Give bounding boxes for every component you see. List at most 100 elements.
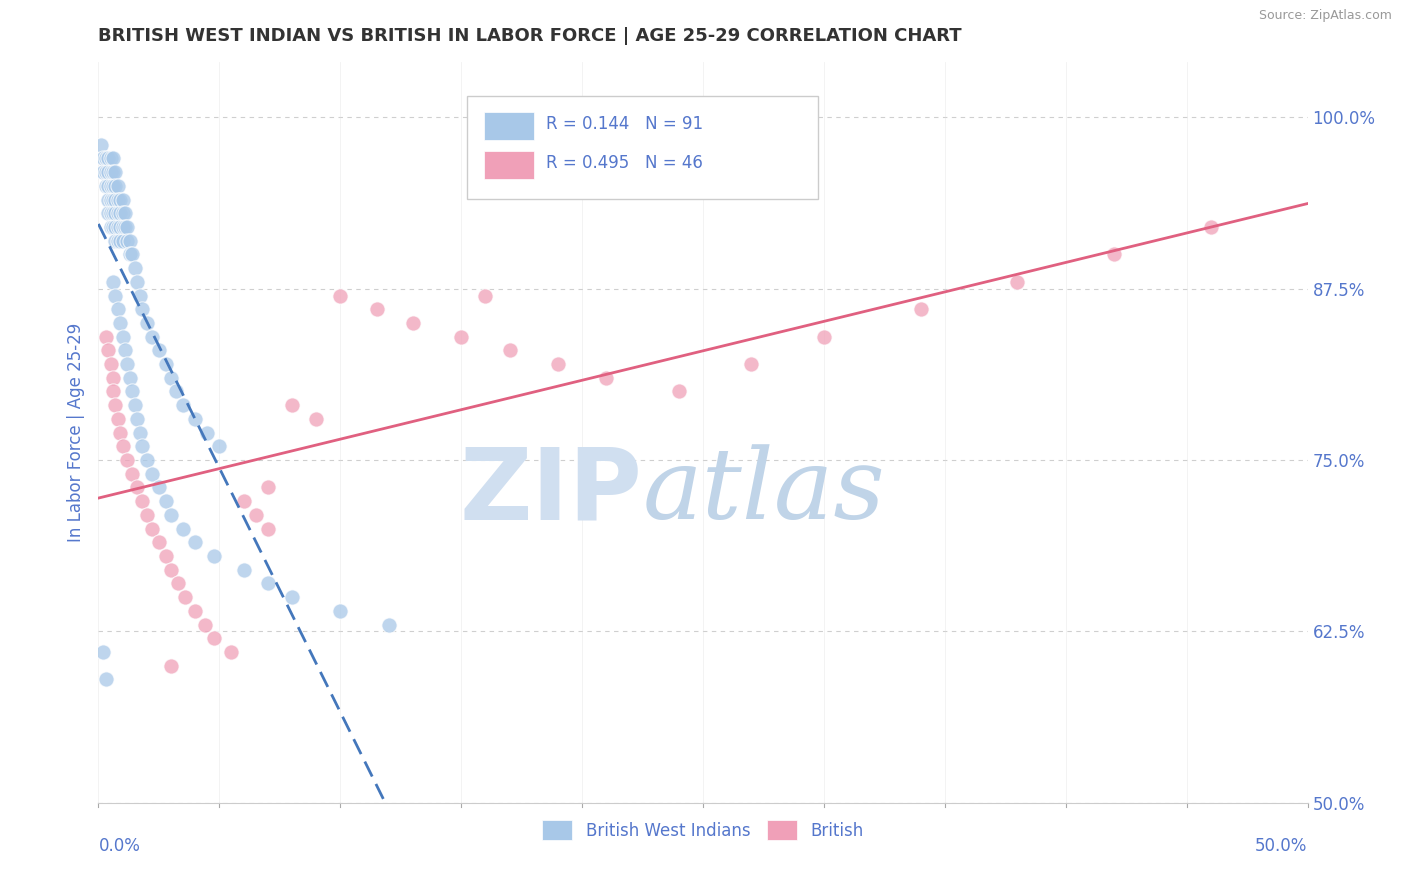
Point [128,425,150,440]
Point [100,193,122,207]
Point [174,590,197,604]
Point [97,165,120,179]
Point [101,178,124,193]
Point [100,165,122,179]
Point [94,152,117,166]
Point [94,673,117,687]
Point [141,522,163,536]
Point [155,357,177,371]
Point [160,508,183,522]
Point [450,329,472,343]
Text: Source: ZipAtlas.com: Source: ZipAtlas.com [1258,9,1392,22]
Point [117,234,139,248]
Point [172,522,194,536]
Point [141,467,163,481]
Point [104,178,127,193]
Point [107,206,129,220]
Point [97,152,120,166]
Point [104,165,127,179]
Legend: British West Indians, British: British West Indians, British [536,814,870,847]
Text: R = 0.495   N = 46: R = 0.495 N = 46 [546,154,703,172]
Point [90,137,112,152]
Point [256,522,278,536]
Point [101,275,124,289]
Point [104,234,127,248]
Point [118,234,141,248]
Point [256,480,278,494]
Point [184,535,207,549]
Point [111,234,134,248]
Point [107,412,129,426]
Point [121,247,143,261]
Point [135,453,157,467]
Point [135,316,157,330]
Point [94,329,117,343]
Point [135,508,157,522]
Point [148,343,170,358]
Point [118,371,141,385]
Text: 0.0%: 0.0% [98,837,141,855]
Point [101,219,124,234]
Point [101,384,124,399]
Point [366,302,388,317]
Point [498,343,520,358]
Point [127,412,149,426]
Text: ZIP: ZIP [460,443,643,541]
Point [155,494,177,508]
Point [141,329,163,343]
Point [97,206,120,220]
Point [740,357,762,371]
Point [131,494,153,508]
Point [127,275,149,289]
Point [547,357,569,371]
Text: 50.0%: 50.0% [1256,837,1308,855]
Point [167,576,190,591]
Point [111,193,134,207]
Point [104,206,127,220]
Point [108,206,131,220]
Point [97,193,120,207]
Point [107,234,129,248]
Point [281,590,304,604]
Point [117,453,139,467]
Point [114,206,136,220]
Point [305,412,328,426]
Point [128,288,150,302]
Point [104,288,127,302]
Point [108,316,131,330]
Point [101,193,124,207]
Point [1007,275,1029,289]
Point [232,494,254,508]
Point [402,316,425,330]
Point [281,398,304,412]
Point [155,549,177,563]
Point [668,384,690,399]
Point [131,439,153,453]
Point [107,302,129,317]
Point [100,219,122,234]
Point [256,576,278,591]
Point [104,219,127,234]
Point [101,206,124,220]
Point [107,193,129,207]
Point [474,288,496,302]
Point [117,357,139,371]
Point [813,329,835,343]
Point [204,632,226,646]
Point [160,563,183,577]
Point [195,425,218,440]
Point [160,658,183,673]
Point [108,219,131,234]
Point [91,645,114,659]
Point [101,165,124,179]
Point [595,371,617,385]
Point [160,371,183,385]
Point [131,302,153,317]
Point [121,467,143,481]
Point [91,165,114,179]
Point [100,206,122,220]
FancyBboxPatch shape [467,95,818,200]
Point [104,193,127,207]
Point [121,384,143,399]
Point [245,508,267,522]
